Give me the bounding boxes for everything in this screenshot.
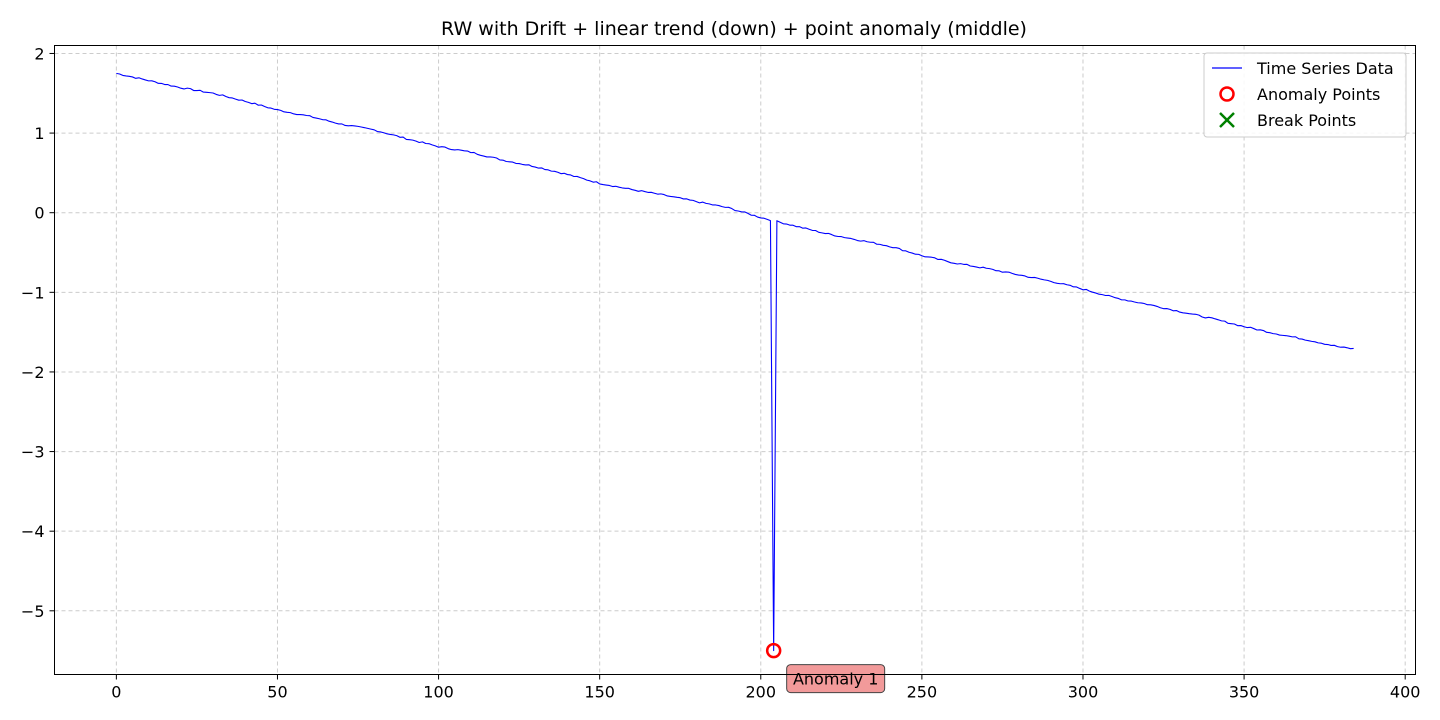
legend-marker-x — [1219, 112, 1235, 128]
y-tick-label: −2 — [21, 363, 45, 382]
x-tick-label: 250 — [907, 683, 938, 702]
y-tick-label: 0 — [34, 204, 44, 223]
plot-frame — [54, 45, 1416, 675]
anomaly-point — [765, 642, 782, 659]
y-tick-label: 2 — [34, 44, 44, 63]
chart-title: RW with Drift + linear trend (down) + po… — [441, 18, 1027, 40]
anomaly-annotation-box — [786, 664, 886, 694]
y-tick-label: −3 — [21, 443, 45, 462]
x-tick-label: 200 — [746, 683, 777, 702]
y-tick-label: −1 — [21, 283, 45, 302]
legend-label: Time Series Data — [1256, 59, 1394, 78]
x-tick-label: 100 — [423, 683, 454, 702]
axes: 0 50 100 150 200 250 300 350 400 −5 −4 −3 −2 −1 0 1 2 — [21, 44, 1421, 701]
y-tick-label: −4 — [21, 522, 45, 541]
legend: Time Series Data Anomaly Points Break Poin… — [1203, 52, 1407, 138]
legend-box — [1203, 52, 1407, 138]
x-tick-label: 50 — [267, 683, 287, 702]
legend-marker-circle — [1219, 86, 1235, 102]
legend-label: Anomaly Points — [1257, 85, 1380, 104]
series-layer — [116, 72, 1354, 652]
x-tick-label: 0 — [111, 683, 121, 702]
x-tick-label: 150 — [584, 683, 615, 702]
anomaly-annotation-label: Anomaly 1 — [793, 670, 878, 689]
x-tick-label: 400 — [1390, 683, 1421, 702]
legend-label: Break Points — [1257, 111, 1356, 130]
y-tick-label: −5 — [21, 602, 45, 621]
x-tick-label: 350 — [1229, 683, 1260, 702]
x-tick-label: 300 — [1068, 683, 1099, 702]
y-tick-label: 1 — [34, 124, 44, 143]
grid — [54, 45, 1416, 675]
series-line — [116, 72, 1354, 652]
